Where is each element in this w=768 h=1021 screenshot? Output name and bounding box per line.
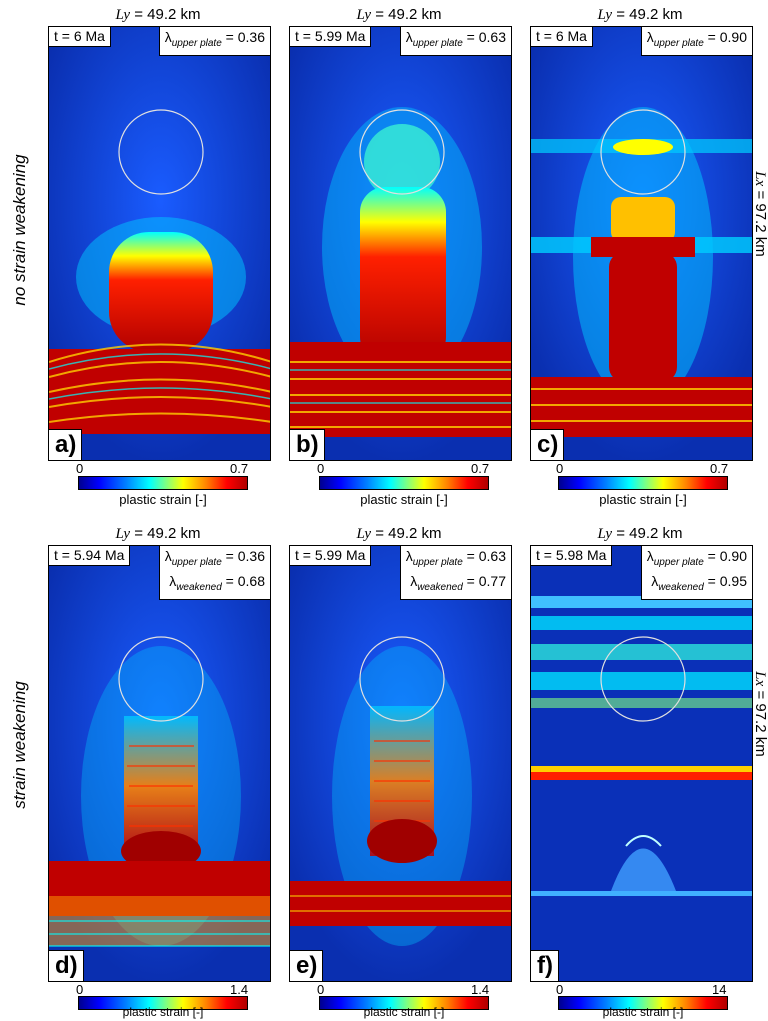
cb-max-a: 0.7: [230, 461, 249, 476]
row-label-no-weakening: no strain weakening: [10, 154, 29, 306]
panel-letter-a: a): [49, 429, 83, 460]
lambda-label-b: λupper plate = 0.63: [399, 27, 511, 56]
panel-e: t = 5.99 Ma λupper plate = 0.63 λweakene…: [289, 545, 512, 982]
lambda-label-f: λupper plate = 0.90 λweakened = 0.95: [640, 546, 752, 600]
cb-label-c: plastic strain [-]: [599, 492, 687, 507]
lambda-label-a: λupper plate = 0.36: [158, 27, 270, 56]
strain-field-d: [49, 546, 270, 981]
cb-max-c: 0.7: [710, 461, 729, 476]
ly-label-b: Ly = 49.2 km: [356, 6, 442, 23]
ly-label-a: Ly = 49.2 km: [115, 6, 201, 23]
lx-label-row2: Lx = 97.2 km: [752, 671, 768, 757]
lx-label-row1: Lx = 97.2 km: [752, 171, 768, 257]
cb-label-f: plastic strain [-]: [602, 1005, 684, 1019]
time-label-e: t = 5.99 Ma: [290, 546, 372, 566]
cb-label-e: plastic strain [-]: [363, 1005, 445, 1019]
cb-min-a: 0: [76, 461, 84, 476]
cb-min-b: 0: [317, 461, 325, 476]
cb-min-f: 0: [556, 982, 564, 997]
strain-field-c: [531, 27, 752, 460]
ly-label-e: Ly = 49.2 km: [356, 525, 442, 542]
lambda-label-c: λupper plate = 0.90: [640, 27, 752, 56]
lambda-label-d: λupper plate = 0.36 λweakened = 0.68: [158, 546, 270, 600]
row-label-weakening: strain weakening: [10, 681, 29, 809]
colorbar-b: [319, 476, 489, 490]
time-label-d: t = 5.94 Ma: [49, 546, 131, 566]
cb-max-b: 0.7: [471, 461, 490, 476]
lambda-label-e: λupper plate = 0.63 λweakened = 0.77: [399, 546, 511, 600]
time-label-c: t = 6 Ma: [531, 27, 593, 47]
ly-label-d: Ly = 49.2 km: [115, 525, 201, 542]
time-label-b: t = 5.99 Ma: [290, 27, 372, 47]
cb-label-d: plastic strain [-]: [122, 1005, 204, 1019]
ly-label-f: Ly = 49.2 km: [597, 525, 683, 542]
colorbar-a: [78, 476, 248, 490]
strain-field-e: [290, 546, 511, 981]
time-label-a: t = 6 Ma: [49, 27, 111, 47]
colorbar-d: [78, 996, 248, 1010]
panel-letter-d: d): [49, 950, 84, 981]
strain-field-f: [531, 546, 752, 981]
cb-min-c: 0: [556, 461, 564, 476]
cb-max-e: 1.4: [471, 982, 490, 997]
colorbar-c: [558, 476, 728, 490]
colorbar-e: [319, 996, 489, 1010]
panel-d: t = 5.94 Ma λupper plate = 0.36 λweakene…: [48, 545, 271, 982]
strain-field-a: [49, 27, 270, 460]
panel-letter-c: c): [531, 429, 565, 460]
cb-max-d: 1.4: [230, 982, 249, 997]
panel-letter-e: e): [290, 950, 324, 981]
cb-min-e: 0: [317, 982, 325, 997]
cb-label-b: plastic strain [-]: [360, 492, 448, 507]
panel-letter-f: f): [531, 950, 559, 981]
panel-letter-b: b): [290, 429, 325, 460]
panel-c: t = 6 Ma λupper plate = 0.90 c): [530, 26, 753, 461]
strain-field-b: [290, 27, 511, 460]
colorbar-f: [558, 996, 728, 1010]
cb-max-f: 14: [712, 982, 727, 997]
ly-label-c: Ly = 49.2 km: [597, 6, 683, 23]
panel-a: t = 6 Ma λupper plate = 0.36 a): [48, 26, 271, 461]
cb-min-d: 0: [76, 982, 84, 997]
cb-label-a: plastic strain [-]: [119, 492, 207, 507]
time-label-f: t = 5.98 Ma: [531, 546, 613, 566]
panel-f: t = 5.98 Ma λupper plate = 0.90 λweakene…: [530, 545, 753, 982]
panel-b: t = 5.99 Ma λupper plate = 0.63 b): [289, 26, 512, 461]
